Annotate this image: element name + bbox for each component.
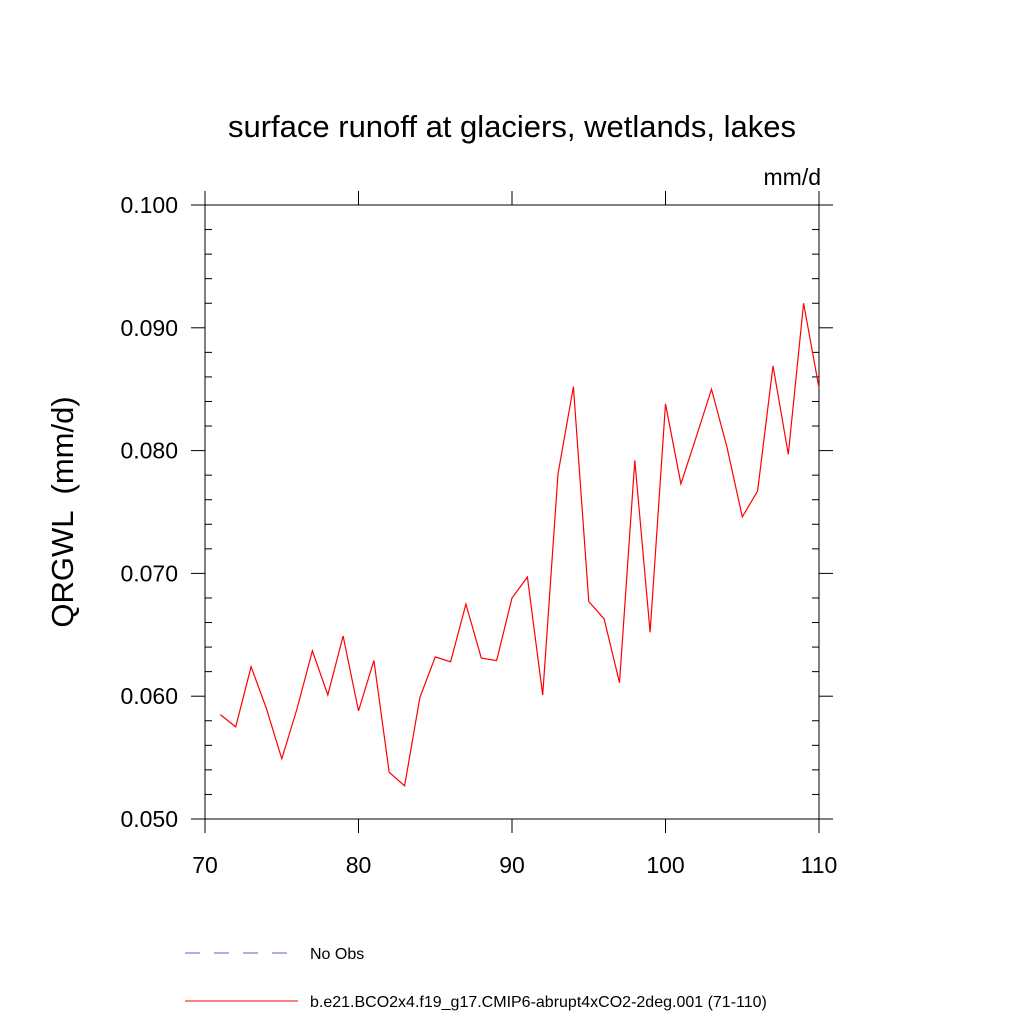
y-tick-label: 0.070 (120, 560, 178, 586)
y-tick-label: 0.050 (120, 806, 178, 832)
x-tick-label: 110 (801, 852, 838, 878)
y-tick-label: 0.090 (120, 315, 178, 341)
series-lines (219, 303, 820, 787)
x-tick-label: 100 (646, 852, 684, 878)
units-label: mm/d (764, 164, 822, 190)
x-tick-label: 70 (192, 852, 218, 878)
legend-label: No Obs (310, 946, 364, 963)
y-tick-label: 0.080 (120, 438, 178, 464)
chart-title: surface runoff at glaciers, wetlands, la… (228, 109, 796, 144)
y-tick-label: 0.060 (120, 683, 178, 709)
y-axis-label: QRGWL (mm/d) (45, 396, 80, 627)
legend-label: b.e21.BCO2x4.f19_g17.CMIP6-abrupt4xCO2-2… (310, 994, 767, 1011)
x-tick-label: 90 (499, 852, 525, 878)
y-tick-label: 0.100 (120, 192, 178, 218)
y-tick-labels: 0.050 0.060 0.070 0.080 0.090 0.100 (120, 192, 178, 832)
series-line (219, 303, 820, 787)
plot-frame (204, 204, 820, 820)
axis-ticks (191, 191, 833, 833)
x-tick-labels: 70 80 90 100 110 (192, 852, 837, 878)
legend: No Obs b.e21.BCO2x4.f19_g17.CMIP6-abrupt4… (185, 946, 767, 1011)
x-tick-label: 80 (346, 852, 372, 878)
